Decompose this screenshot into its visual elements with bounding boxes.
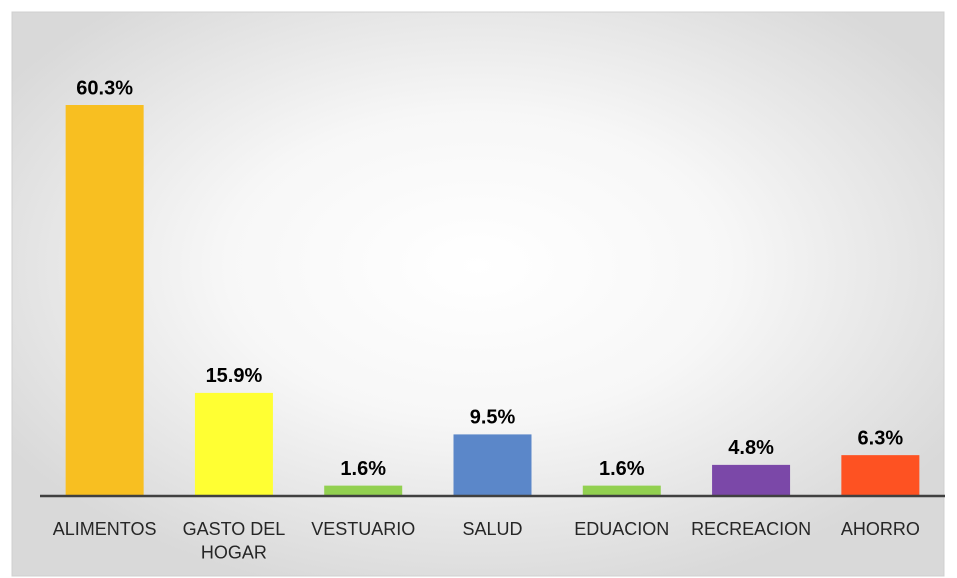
x-tick-label: ALIMENTOS (53, 519, 157, 539)
x-tick-label: RECREACION (691, 519, 811, 539)
bar (324, 485, 403, 496)
plot: 60.3% ALIMENTOS 15.9% GASTO DEL HOGAR 1.6% VES… (40, 77, 945, 562)
x-tick-label: EDUACION (574, 519, 669, 539)
data-label: 15.9% (206, 365, 263, 387)
x-tick-label: VESTUARIO (311, 519, 415, 539)
data-label: 9.5% (470, 407, 516, 429)
bar (582, 485, 661, 496)
bar (65, 105, 144, 496)
x-tick-label: SALUD (462, 519, 522, 539)
x-tick-label: AHORRO (841, 519, 920, 539)
x-tick-label: GASTO DEL HOGAR (183, 519, 286, 562)
data-label: 1.6% (340, 458, 386, 480)
data-label: 60.3% (76, 77, 133, 99)
bar (841, 455, 920, 496)
bar (453, 434, 532, 496)
data-label: 6.3% (858, 427, 904, 449)
bar (712, 464, 791, 496)
data-label: 4.8% (728, 437, 774, 459)
bar (194, 392, 273, 496)
data-label: 1.6% (599, 458, 645, 480)
